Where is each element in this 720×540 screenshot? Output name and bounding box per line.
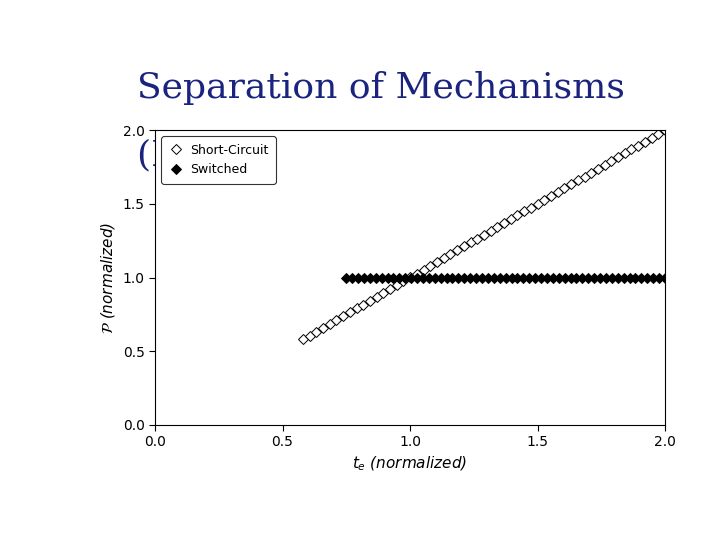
- Line: Short-Circuit: Short-Circuit: [300, 126, 668, 343]
- Switched: [661, 274, 670, 281]
- Y-axis label: $\mathcal{P}$ (normalized): $\mathcal{P}$ (normalized): [99, 221, 117, 334]
- Short-Circuit: [661, 127, 670, 133]
- Short-Circuit: [654, 131, 662, 137]
- Text: Separation of Mechanisms: Separation of Mechanisms: [137, 71, 625, 105]
- Short-Circuit: [386, 286, 395, 292]
- Switched: [342, 274, 351, 281]
- Text: Chalmers University of Technology: Chalmers University of Technology: [490, 18, 707, 31]
- Short-Circuit: [339, 313, 348, 320]
- Switched: [460, 274, 469, 281]
- Text: FlexSoC Seminar Series – 2004-03-15: FlexSoC Seminar Series – 2004-03-15: [13, 511, 248, 524]
- X-axis label: $t_e$ (normalized): $t_e$ (normalized): [352, 455, 467, 474]
- Line: Switched: Switched: [343, 274, 668, 281]
- Short-Circuit: [433, 259, 441, 265]
- Legend: Short-Circuit, Switched: Short-Circuit, Switched: [161, 136, 276, 184]
- Switched: [654, 274, 663, 281]
- Text: CHALMERS: CHALMERS: [13, 16, 123, 34]
- Short-Circuit: [299, 336, 307, 343]
- Switched: [625, 274, 634, 281]
- Switched: [377, 274, 386, 281]
- Text: (Rise- and Fall-Times): (Rise- and Fall-Times): [137, 138, 535, 172]
- Short-Circuit: [621, 150, 629, 157]
- Short-Circuit: [366, 298, 374, 304]
- Text: Page 44: Page 44: [657, 511, 707, 524]
- Switched: [401, 274, 410, 281]
- Switched: [418, 274, 427, 281]
